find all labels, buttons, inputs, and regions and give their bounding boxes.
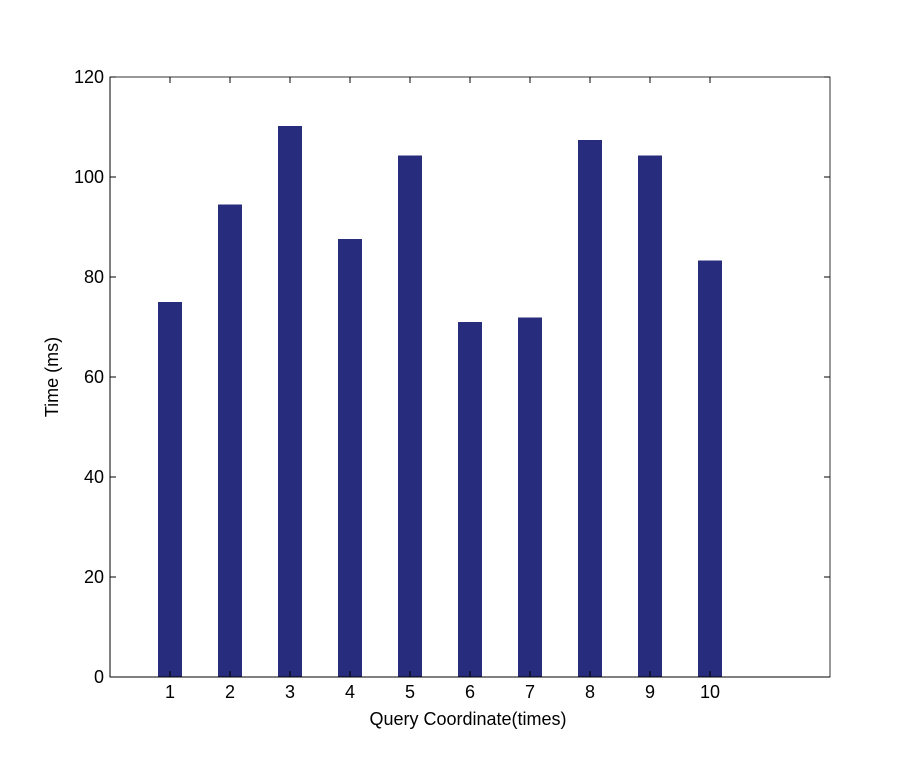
bar-3 <box>278 126 302 677</box>
y-tick-label-80: 80 <box>84 267 104 287</box>
x-tick-label-8: 8 <box>585 682 595 702</box>
axes-group: 0 20 40 60 80 100 120 1 2 3 4 5 6 7 8 9 10 <box>74 67 831 702</box>
y-tick-label-100: 100 <box>74 167 104 187</box>
x-tick-label-6: 6 <box>465 682 475 702</box>
y-tick-label-20: 20 <box>84 567 104 587</box>
y-tick-label-0: 0 <box>94 667 104 687</box>
bar-10 <box>698 260 722 677</box>
bar-4 <box>338 239 362 677</box>
bars-group <box>158 126 722 677</box>
bar-1 <box>158 302 182 677</box>
x-tick-label-2: 2 <box>225 682 235 702</box>
bar-9 <box>638 155 662 677</box>
bar-5 <box>398 155 422 677</box>
x-tick-label-10: 10 <box>700 682 720 702</box>
x-tick-label-9: 9 <box>645 682 655 702</box>
x-axis-label: Query Coordinate(times) <box>369 709 566 729</box>
x-tick-label-7: 7 <box>525 682 535 702</box>
bar-7 <box>518 317 542 677</box>
y-tick-label-60: 60 <box>84 367 104 387</box>
y-tick-label-120: 120 <box>74 67 104 87</box>
bar-8 <box>578 140 602 677</box>
bar-6 <box>458 322 482 677</box>
bar-2 <box>218 204 242 677</box>
x-tick-label-5: 5 <box>405 682 415 702</box>
x-tick-label-4: 4 <box>345 682 355 702</box>
x-tick-label-1: 1 <box>165 682 175 702</box>
y-axis-label: Time (ms) <box>42 337 62 417</box>
x-tick-label-3: 3 <box>285 682 295 702</box>
y-tick-label-40: 40 <box>84 467 104 487</box>
